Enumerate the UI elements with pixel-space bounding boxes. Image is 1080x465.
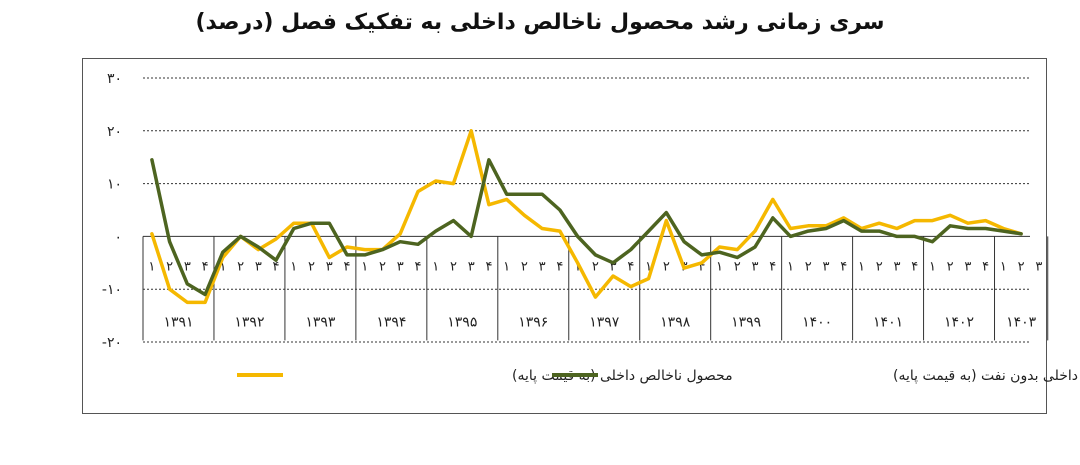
legend: محصول ناخالص داخلی (به قیمت پایه) محصول ن…: [237, 368, 1080, 384]
year-label: ۱۴۰۳: [1006, 314, 1037, 330]
x-tick-label: ۱: [716, 259, 723, 274]
gridlines: [143, 77, 1030, 343]
x-tick-label: ۳: [1035, 259, 1042, 274]
x-tick-label: ۱: [290, 259, 297, 274]
x-tick-label: ۳: [468, 259, 475, 274]
x-tick-label: ۴: [273, 259, 280, 274]
y-tick-label: -۱۰: [102, 282, 122, 298]
x-tick-label: ۴: [556, 259, 563, 274]
x-tick-label: ۳: [893, 259, 900, 274]
x-tick-label: ۲: [734, 259, 741, 274]
year-label: ۱۳۹۱: [163, 314, 193, 330]
x-tick-label: ۴: [202, 259, 209, 274]
x-tick-label: ۱: [787, 259, 794, 274]
x-tick-label: ۲: [947, 259, 954, 274]
x-tick-label: ۲: [379, 259, 386, 274]
x-tick-label: ۲: [805, 259, 812, 274]
x-tick-label: ۳: [184, 259, 191, 274]
series-line-non-oil-gdp: [150, 158, 1023, 297]
x-tick-label: ۲: [592, 259, 599, 274]
series-line-gdp: [150, 129, 1023, 305]
x-tick-label: ۱: [574, 259, 581, 274]
x-tick-label: ۴: [414, 259, 421, 274]
x-tick-label: ۲: [521, 259, 528, 274]
year-label: ۱۳۹۹: [731, 314, 761, 330]
y-tick-label: -۲۰: [102, 335, 122, 351]
x-tick-label: ۱: [929, 259, 936, 274]
x-tick-label: ۱: [361, 259, 368, 274]
series-lines: [150, 129, 1023, 305]
x-tick-label: ۴: [911, 259, 918, 274]
x-tick-label: ۳: [610, 259, 617, 274]
x-tick-label: ۱: [148, 259, 155, 274]
legend-label-gdp: محصول ناخالص داخلی (به قیمت پایه): [512, 368, 733, 384]
chart-frame: [82, 58, 1047, 414]
x-tick-label: ۴: [840, 259, 847, 274]
x-tick-label: ۴: [485, 259, 492, 274]
x-tick-label: ۱: [1000, 259, 1007, 274]
x-tick-label: ۴: [769, 259, 776, 274]
legend-label-non-oil-gdp: محصول ناخالص داخلی بدون نفت (به قیمت پای…: [893, 368, 1080, 384]
x-tick-label: ۳: [539, 259, 546, 274]
year-label: ۱۳۹۲: [234, 314, 264, 330]
x-tick-label: ۲: [237, 259, 244, 274]
x-tick-label: ۲: [166, 259, 173, 274]
y-tick-label: ۱۰: [107, 177, 122, 193]
year-label: ۱۳۹۶: [518, 314, 548, 330]
x-tick-label: ۲: [663, 259, 670, 274]
x-tick-label: ۴: [344, 259, 351, 274]
x-tick-label: ۲: [876, 259, 883, 274]
year-label: ۱۳۹۷: [589, 314, 620, 330]
x-tick-label: ۳: [397, 259, 404, 274]
x-tick-label: ۴: [698, 259, 705, 274]
x-tick-label: ۳: [822, 259, 829, 274]
year-label: ۱۳۹۵: [447, 314, 477, 330]
year-label: ۱۳۹۳: [305, 314, 336, 330]
x-tick-label: ۱: [858, 259, 865, 274]
y-axis: ۳۰ ۲۰ ۱۰ ۰ -۱۰ -۲۰: [102, 71, 122, 351]
year-label: ۱۳۹۸: [660, 314, 691, 330]
x-tick-label: ۲: [450, 259, 457, 274]
year-label: ۱۴۰۲: [944, 314, 974, 330]
x-tick-label: ۴: [627, 259, 634, 274]
y-tick-label: ۳۰: [107, 71, 122, 87]
y-tick-label: ۲۰: [107, 124, 122, 140]
x-tick-label: ۴: [982, 259, 989, 274]
x-tick-label: ۲: [308, 259, 315, 274]
x-tick-label: ۱: [645, 259, 652, 274]
x-tick-label: ۲: [1018, 259, 1025, 274]
x-tick-label: ۳: [326, 259, 333, 274]
y-tick-label: ۰: [114, 229, 122, 245]
x-tick-label: ۳: [964, 259, 971, 274]
year-label: ۱۴۰۱: [873, 314, 903, 330]
x-tick-label: ۱: [219, 259, 226, 274]
chart-title: سری زمانی رشد محصول ناخالص داخلی به تفکی…: [195, 10, 885, 35]
year-label: ۱۴۰۰: [802, 314, 832, 330]
x-tick-label: ۳: [752, 259, 759, 274]
x-tick-label: ۳: [255, 259, 262, 274]
year-label: ۱۳۹۴: [376, 314, 406, 330]
x-tick-label: ۱: [503, 259, 510, 274]
x-tick-label: ۱: [432, 259, 439, 274]
